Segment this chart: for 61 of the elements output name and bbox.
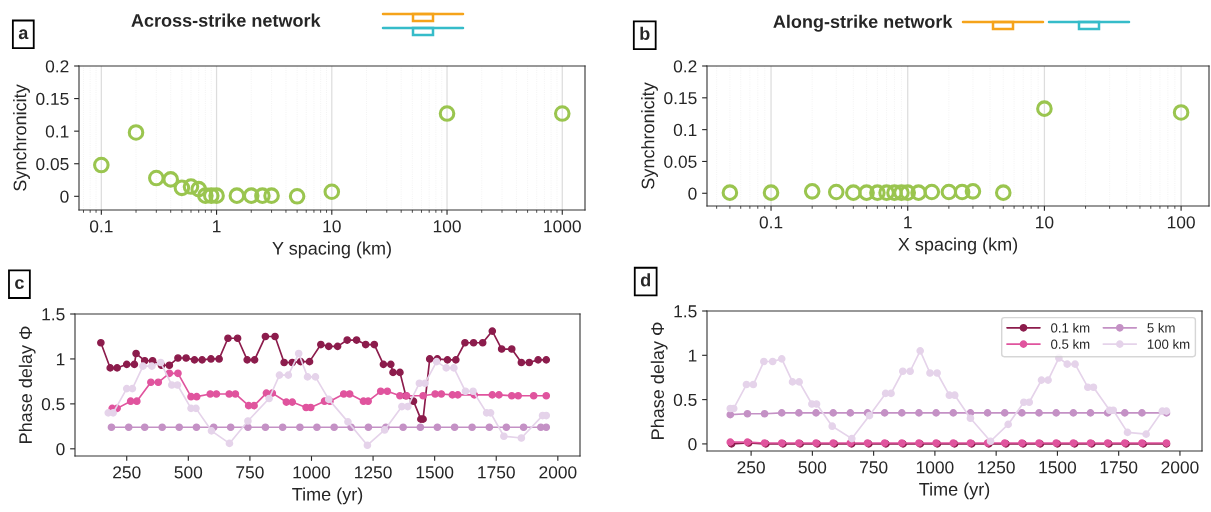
y-tick-label: 0.2 [45,60,69,73]
x-tick-label: 1000 [293,466,331,479]
x-tick-label: 0.1 [759,216,783,229]
x-tick-label: 0.1 [89,220,113,233]
y-tick-label: 1.5 [42,308,65,321]
y-tick-label: 0.2 [673,60,697,73]
y-tick-label: 1 [56,353,65,366]
y-tick-label: 0.5 [673,393,697,407]
text: d [640,273,651,287]
x-tick-label: 100 [1167,216,1195,229]
y-tick-label: 0.05 [664,155,697,168]
y-tick-label: 0.1 [45,125,69,138]
x-tick-label: 1 [213,220,221,233]
x-tick-label: 750 [236,466,264,479]
x-tick-label: 750 [860,461,888,474]
x-tick-label: 1 [904,216,912,229]
legend-label: 0.1 km [1051,322,1090,333]
y-tick-label: 0.05 [36,157,69,171]
y-tick-label: 0 [688,438,697,451]
text: a [18,29,29,40]
y-tick-label: 0.15 [664,91,697,105]
y-axis-title: Phase delay Φ [18,326,36,443]
y-tick-label: 1 [688,349,697,362]
x-tick-label: 1250 [355,466,392,479]
x-tick-label: 2000 [1161,461,1199,474]
x-axis-title: X spacing (km) [898,237,1018,255]
chart-title: Along-strike network [773,14,953,32]
y-tick-label: 0.15 [36,92,69,106]
x-tick-label: 500 [798,461,827,474]
x-tick-label: 2000 [539,466,577,479]
x-axis-title: Y spacing (km) [272,241,391,259]
x-axis-title: Time (yr) [292,487,363,505]
x-tick-label: 1750 [1100,461,1138,474]
x-tick-label: 1000 [544,220,581,233]
y-tick-label: 0 [688,187,697,200]
y-tick-label: 1.5 [674,305,697,318]
y-tick-label: 0.1 [673,123,697,137]
chart-title: Across-strike network [131,13,321,27]
legend-label: 5 km [1147,322,1175,333]
y-tick-label: 0.5 [41,398,65,411]
x-tick-label: 1500 [1039,461,1077,474]
x-tick-label: 100 [433,220,461,233]
x-tick-label: 10 [1036,216,1054,229]
legend-label: 0.5 km [1051,339,1090,349]
x-tick-label: 10 [323,220,341,233]
x-tick-label: 250 [737,461,765,474]
x-axis-title: Time (yr) [919,482,990,500]
y-axis-title: Synchronicity [641,82,658,189]
y-axis-title: Synchronicity [13,84,30,191]
text: b [640,26,650,41]
y-axis-title: Phase delay Φ [650,322,668,439]
x-tick-label: 1250 [978,461,1015,474]
x-tick-label: 1000 [916,461,954,474]
y-tick-label: 0 [60,190,69,203]
x-tick-label: 1500 [416,466,454,479]
x-tick-label: 250 [113,466,141,479]
x-tick-label: 500 [174,466,203,479]
x-tick-label: 1750 [478,466,515,479]
text: c [15,279,24,290]
y-tick-label: 0 [56,442,65,456]
legend-label: 100 km [1147,339,1190,349]
